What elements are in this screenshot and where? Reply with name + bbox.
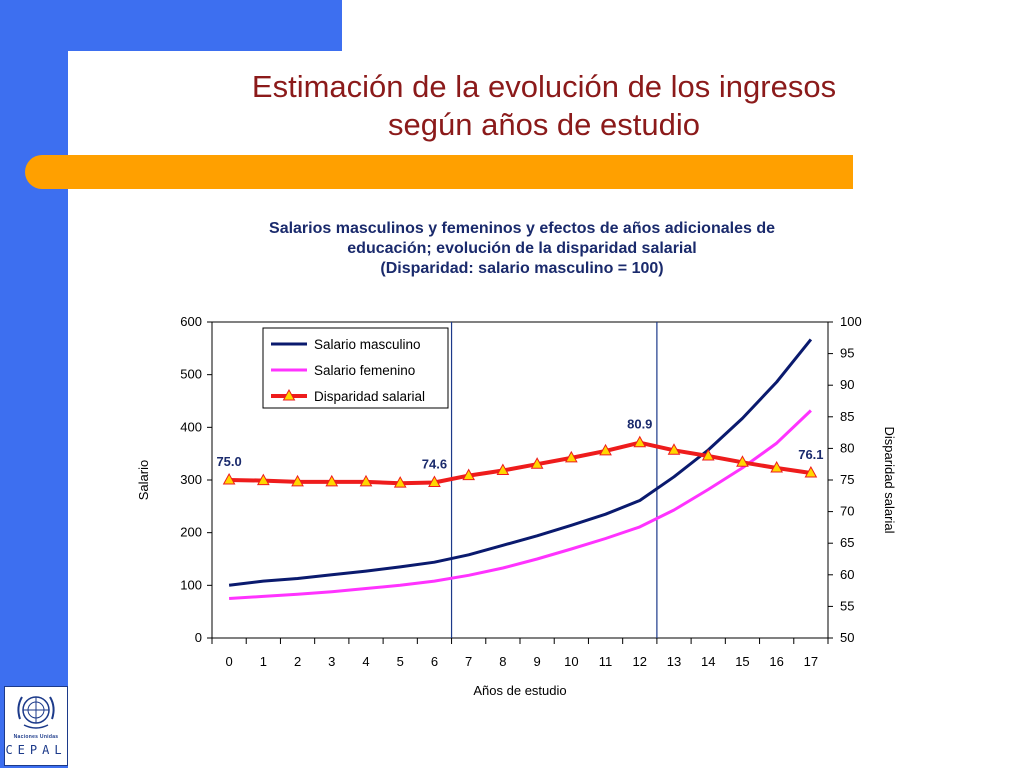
chart-title-line3: (Disparidad: salario masculino = 100) <box>380 260 664 277</box>
x-tick-label: 5 <box>397 654 404 669</box>
gap-marker <box>291 474 304 487</box>
gap-marker <box>428 475 441 488</box>
series-line-2 <box>229 409 812 600</box>
x-tick-label: 12 <box>633 654 647 669</box>
x-tick-label: 14 <box>701 654 715 669</box>
y-left-tick-label: 400 <box>180 419 202 434</box>
top-blue-bar <box>0 0 342 51</box>
y-right-tick-label: 100 <box>840 314 862 329</box>
y-right-tick-label: 65 <box>840 535 854 550</box>
y-left-tick-label: 500 <box>180 367 202 382</box>
x-tick-label: 4 <box>362 654 369 669</box>
cepal-logo: Naciones Unidas CEPAL <box>4 686 68 766</box>
legend-entry-2: Salario femenino <box>314 363 415 378</box>
y-right-tick-label: 90 <box>840 377 854 392</box>
x-tick-label: 11 <box>599 654 613 669</box>
legend-entry-3: Disparidad salarial <box>314 389 425 404</box>
y-right-tick-label: 95 <box>840 346 854 361</box>
x-tick-label: 1 <box>260 654 267 669</box>
gap-marker <box>633 435 647 448</box>
x-tick-label: 10 <box>564 654 578 669</box>
x-tick-label: 15 <box>735 654 749 669</box>
x-axis-title: Años de estudio <box>473 683 566 698</box>
data-label: 75.0 <box>216 454 241 469</box>
y-right-axis-title: Disparidad salarial <box>882 427 897 534</box>
gap-marker <box>804 466 818 478</box>
x-tick-label: 0 <box>225 654 232 669</box>
series-line-3 <box>229 440 812 486</box>
gap-marker <box>530 457 544 469</box>
gap-marker <box>667 443 681 455</box>
un-emblem-icon <box>17 696 55 729</box>
data-label: 76.1 <box>798 447 823 462</box>
gap-marker <box>256 473 270 486</box>
x-tick-label: 16 <box>769 654 783 669</box>
slide-title-line2: según años de estudio <box>388 107 700 142</box>
gap-marker <box>701 448 715 461</box>
y-right-tick-label: 80 <box>840 440 854 455</box>
gap-marker <box>736 455 749 467</box>
gap-marker <box>359 474 373 487</box>
x-tick-label: 3 <box>328 654 335 669</box>
gap-marker <box>325 474 339 487</box>
x-tick-label: 6 <box>431 654 438 669</box>
y-right-tick-label: 75 <box>840 472 854 487</box>
chart-title-line2: educación; evolución de la disparidad sa… <box>347 240 697 257</box>
x-tick-label: 2 <box>294 654 301 669</box>
legend-marker <box>282 388 296 401</box>
orange-accent-bar <box>25 155 853 189</box>
data-label: 74.6 <box>422 457 447 472</box>
legend-entry-1: Salario masculino <box>314 337 421 352</box>
logo-org-name: Naciones Unidas <box>13 734 59 740</box>
y-left-axis-title: Salario <box>136 460 151 500</box>
gap-marker <box>393 476 407 488</box>
y-left-tick-label: 100 <box>180 577 202 592</box>
y-left-tick-label: 300 <box>180 472 202 487</box>
chart-title-line1: Salarios masculinos y femeninos y efecto… <box>269 220 775 237</box>
logo-acronym: CEPAL <box>5 743 67 757</box>
y-right-tick-label: 55 <box>840 598 854 613</box>
y-right-tick-label: 60 <box>840 567 854 582</box>
y-right-tick-label: 50 <box>840 630 854 645</box>
gap-marker <box>599 443 612 456</box>
slide-title-line1: Estimación de la evolución de los ingres… <box>251 69 837 104</box>
y-left-tick-label: 600 <box>180 314 202 329</box>
y-left-tick-label: 0 <box>195 630 202 645</box>
chart-title: Salarios masculinos y femeninos y efecto… <box>200 219 844 279</box>
series-line-1 <box>228 338 813 587</box>
x-tick-label: 17 <box>804 654 818 669</box>
x-tick-label: 8 <box>499 654 506 669</box>
left-blue-bar <box>0 0 68 768</box>
data-label: 80.9 <box>627 417 652 432</box>
gap-marker <box>222 472 236 485</box>
gap-marker <box>462 468 476 481</box>
gap-marker <box>496 463 510 476</box>
y-right-tick-label: 70 <box>840 504 854 519</box>
x-tick-label: 13 <box>667 654 681 669</box>
y-right-tick-label: 85 <box>840 409 854 424</box>
x-tick-label: 7 <box>465 654 472 669</box>
x-tick-label: 9 <box>533 654 540 669</box>
gap-marker <box>564 450 578 463</box>
gap-marker <box>770 460 784 473</box>
slide-title: Estimación de la evolución de los ingres… <box>180 68 908 144</box>
y-left-tick-label: 200 <box>180 525 202 540</box>
